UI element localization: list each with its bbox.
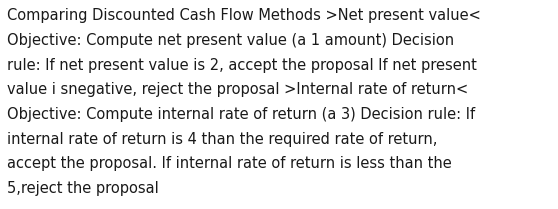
Text: accept the proposal. If internal rate of return is less than the: accept the proposal. If internal rate of…	[7, 156, 451, 171]
Text: Objective: Compute net present value (a 1 amount) Decision: Objective: Compute net present value (a …	[7, 33, 454, 48]
Text: internal rate of return is 4 than the required rate of return,: internal rate of return is 4 than the re…	[7, 132, 437, 147]
Text: rule: If net present value is 2, accept the proposal If net present: rule: If net present value is 2, accept …	[7, 58, 477, 73]
Text: value i snegative, reject the proposal >Internal rate of return<: value i snegative, reject the proposal >…	[7, 82, 468, 97]
Text: Objective: Compute internal rate of return (a 3) Decision rule: If: Objective: Compute internal rate of retu…	[7, 107, 475, 122]
Text: 5,reject the proposal: 5,reject the proposal	[7, 181, 158, 196]
Text: Comparing Discounted Cash Flow Methods >Net present value<: Comparing Discounted Cash Flow Methods >…	[7, 8, 480, 23]
